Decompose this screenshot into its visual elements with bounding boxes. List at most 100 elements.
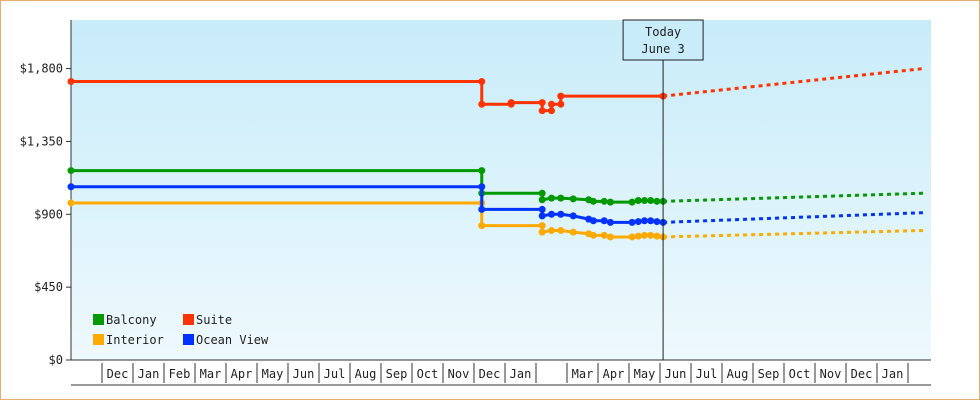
legend-swatch [183, 334, 194, 345]
series-point-ocean-view [478, 183, 486, 191]
legend-label: Ocean View [196, 333, 269, 347]
y-tick-label: $900 [34, 207, 63, 221]
y-tick-label: $450 [34, 280, 63, 294]
series-point-suite [478, 78, 486, 86]
month-label: Jul [696, 367, 718, 381]
series-point-balcony [600, 197, 608, 205]
series-point-suite [548, 100, 555, 108]
month-label: Jun [293, 367, 315, 381]
series-point-suite [538, 107, 546, 115]
x-axis: Dec Jan Feb Mar Apr May Jun Jul Aug Sep Oct Nov Dec J… [71, 359, 931, 386]
series-point-interior [647, 231, 655, 239]
series-point-balcony [589, 197, 597, 205]
series-point-suite [557, 100, 565, 108]
month-label: Jan [138, 367, 160, 381]
month-label: Aug [727, 367, 749, 381]
series-point-balcony [606, 198, 614, 206]
series-point-interior [569, 228, 577, 236]
month-label: Jan [882, 367, 904, 381]
today-marker: Today June 3 [622, 19, 704, 360]
series-point-interior [538, 228, 546, 236]
series-layer [67, 67, 924, 241]
legend-swatch [93, 314, 104, 325]
series-point-suite [507, 99, 515, 107]
month-label: Jan [510, 367, 532, 381]
y-axis: $0 $450 $900 $1,350 $1,800 [20, 20, 72, 367]
series-point-ocean-view [538, 205, 546, 213]
series-point-balcony [641, 197, 648, 205]
series-point-ocean-view [589, 217, 597, 225]
series-forecast-ocean-view [663, 211, 924, 224]
today-label: Today [645, 25, 681, 39]
month-label: Dec [851, 367, 873, 381]
series-point-ocean-view [628, 218, 636, 226]
month-label: Dec [479, 367, 501, 381]
series-point-interior [641, 231, 648, 239]
month-label: Nov [448, 367, 470, 381]
series-point-ocean-view [653, 218, 661, 226]
series-point-interior [478, 222, 486, 230]
y-tick-label: $1,800 [20, 62, 63, 76]
series-forecast-balcony [663, 191, 924, 203]
series-point-interior [548, 226, 555, 234]
legend-label: Interior [106, 333, 164, 347]
month-label: Mar [200, 367, 222, 381]
series-point-interior [589, 231, 597, 239]
series-point-interior [557, 226, 565, 234]
series-point-ocean-view [569, 212, 577, 220]
legend-label: Balcony [106, 313, 157, 327]
series-point-interior [628, 233, 636, 241]
series-point-balcony [538, 189, 546, 197]
series-point-ocean-view [557, 210, 565, 218]
series-point-interior [67, 199, 75, 207]
month-label: Apr [603, 367, 625, 381]
month-label: Jul [324, 367, 346, 381]
month-label: Oct [789, 367, 811, 381]
month-label: Apr [231, 367, 253, 381]
today-box [622, 19, 704, 61]
series-point-ocean-view [641, 217, 648, 225]
series-point-interior [634, 232, 642, 240]
y-tick-label: $0 [49, 353, 63, 367]
series-forecast-suite [662, 67, 924, 98]
series-point-ocean-view [600, 217, 608, 225]
y-tick-label: $1,350 [20, 134, 63, 148]
series-point-balcony [569, 195, 577, 203]
series-point-interior [606, 233, 614, 241]
series-point-balcony [538, 196, 546, 204]
series-point-suite [557, 92, 565, 100]
month-label: Oct [417, 367, 439, 381]
legend-swatch [183, 314, 194, 325]
month-label: Nov [820, 367, 842, 381]
series-point-ocean-view [478, 205, 486, 213]
month-label: Jun [665, 367, 687, 381]
month-label: Aug [355, 367, 377, 381]
series-point-balcony [647, 197, 655, 205]
series-point-balcony [478, 167, 486, 175]
series-point-interior [538, 222, 546, 230]
month-label: May [634, 367, 656, 381]
series-point-interior [600, 231, 608, 239]
series-point-balcony [67, 167, 75, 175]
legend-swatch [93, 334, 104, 345]
legend-label: Suite [196, 313, 232, 327]
month-label: May [262, 367, 284, 381]
series-point-ocean-view [548, 210, 555, 218]
series-point-balcony [548, 194, 555, 202]
series-point-suite [548, 107, 555, 115]
series-point-ocean-view [647, 217, 655, 225]
series-point-suite [478, 100, 486, 108]
series-point-balcony [628, 198, 636, 206]
month-label: Sep [386, 367, 408, 381]
series-point-interior [653, 232, 661, 240]
month-label: Mar [572, 367, 594, 381]
series-point-balcony [557, 194, 565, 202]
series-forecast-interior [663, 228, 924, 239]
series-point-ocean-view [606, 218, 614, 226]
month-label: Feb [169, 367, 191, 381]
series-point-ocean-view [634, 218, 642, 226]
series-point-balcony [653, 197, 661, 205]
series-point-ocean-view [67, 183, 75, 191]
today-date: June 3 [641, 42, 684, 56]
